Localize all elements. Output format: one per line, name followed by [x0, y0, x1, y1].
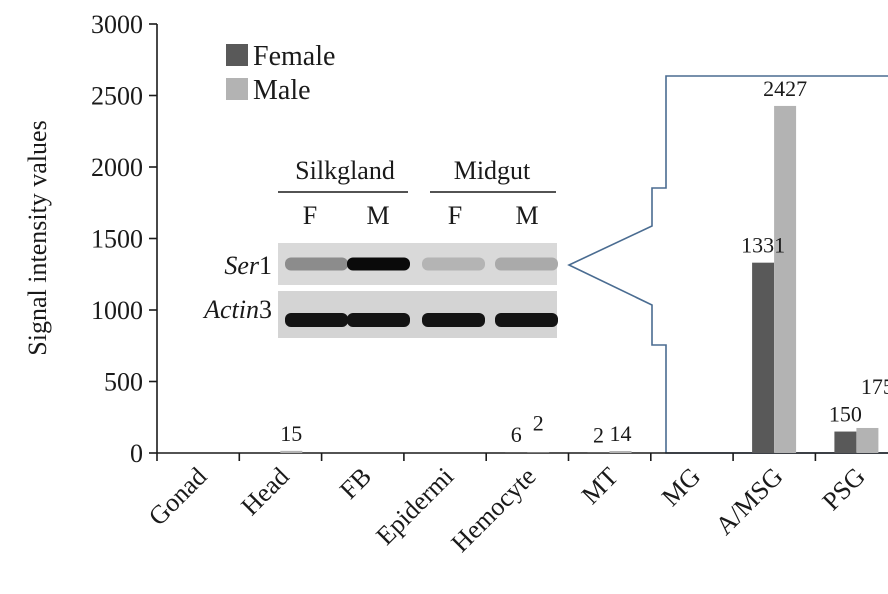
x-tick-label: MT — [576, 462, 624, 510]
y-tick-label: 500 — [104, 368, 143, 397]
gene-label-actin3: Actin3 — [202, 295, 272, 324]
gel-lane-label: M — [515, 201, 538, 230]
y-axis: 0 500 1000 1500 2000 2500 3000 — [91, 10, 158, 468]
data-label: 2 — [593, 423, 604, 448]
gel-bands — [285, 257, 558, 327]
y-tick-label: 2000 — [91, 153, 143, 182]
y-tick-label: 3000 — [91, 10, 143, 39]
x-tick-label: Gonad — [143, 462, 213, 532]
bar-female — [834, 431, 857, 453]
gel-band — [347, 313, 410, 327]
y-tick-label: 1000 — [91, 296, 143, 325]
gel-band — [422, 257, 485, 271]
legend-label: Male — [253, 75, 311, 106]
data-label: 14 — [610, 421, 632, 446]
gene-label-actin3-suffix: 3 — [259, 295, 272, 324]
bar-male — [280, 450, 303, 453]
callout-arrow-outline — [567, 75, 888, 454]
legend-swatch — [226, 78, 248, 100]
gel-band — [285, 313, 348, 327]
y-tick-label: 2500 — [91, 82, 143, 111]
bar-male — [774, 105, 797, 454]
gene-label-actin3-italic: Actin — [202, 295, 259, 324]
gel-band — [422, 313, 485, 327]
x-tick-label: FB — [334, 462, 377, 505]
legend-swatch — [226, 44, 248, 66]
legend-label: Female — [253, 41, 335, 72]
data-label: 175 — [861, 374, 888, 399]
y-tick-label: 1500 — [91, 225, 143, 254]
x-tick-label: Head — [235, 462, 294, 521]
data-label: 2 — [533, 411, 544, 436]
gel-lane-label: F — [448, 201, 462, 230]
data-label: 15 — [280, 421, 302, 446]
data-label: 6 — [511, 422, 522, 447]
bars-group — [280, 105, 879, 454]
y-axis-title: Signal intensity values — [23, 120, 52, 355]
bar-male — [856, 427, 879, 453]
bar-female — [752, 262, 775, 453]
gel-band — [495, 313, 558, 327]
gene-label-ser1-suffix: 1 — [259, 251, 272, 280]
gel-band — [285, 257, 348, 271]
gel-group-label-silkgland: Silkgland — [295, 156, 395, 185]
gel-lane-label: M — [366, 201, 389, 230]
gel-band — [347, 257, 410, 271]
data-labels: 621331150152142427175 — [280, 76, 888, 448]
bar-male — [609, 450, 632, 453]
data-label: 150 — [829, 402, 862, 427]
gel-inset: Silkgland Midgut F M F M Ser1 Actin3 — [202, 156, 558, 338]
bar-female — [505, 452, 528, 453]
gel-band — [495, 257, 558, 271]
x-tick-label: MG — [656, 462, 706, 512]
data-label: 2427 — [763, 76, 807, 101]
gene-label-ser1-italic: Ser — [224, 251, 260, 280]
x-tick-label: Hemocyte — [446, 462, 542, 558]
x-tick-label: PSG — [817, 462, 871, 516]
gene-label-ser1: Ser1 — [224, 251, 272, 280]
gel-group-label-midgut: Midgut — [454, 156, 531, 185]
data-label: 1331 — [741, 233, 785, 258]
x-tick-label: A/MSG — [710, 462, 789, 541]
y-tick-label: 0 — [130, 439, 143, 468]
gel-lane-label: F — [303, 201, 317, 230]
